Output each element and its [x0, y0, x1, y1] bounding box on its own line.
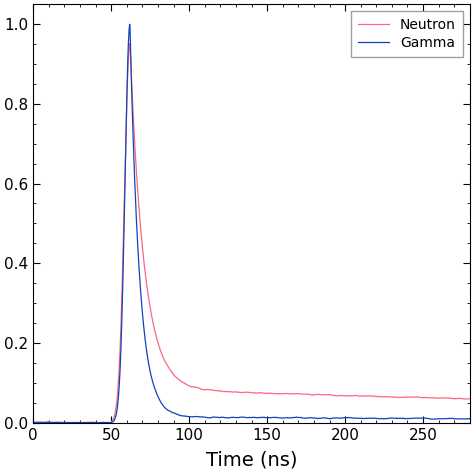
Gamma — [127, 21, 133, 27]
Neutron — [385, 394, 391, 400]
Gamma — [233, 415, 238, 420]
Legend: Neutron, Gamma: Neutron, Gamma — [351, 11, 463, 57]
Neutron — [467, 396, 473, 401]
Gamma — [461, 416, 467, 422]
Neutron — [30, 420, 36, 426]
X-axis label: Time (ns): Time (ns) — [206, 451, 297, 470]
Gamma — [182, 413, 187, 419]
Neutron — [181, 380, 187, 386]
Gamma — [467, 416, 473, 422]
Neutron — [232, 389, 238, 395]
Gamma — [260, 415, 266, 420]
Line: Gamma: Gamma — [33, 24, 470, 423]
Line: Neutron: Neutron — [33, 44, 470, 423]
Neutron — [127, 41, 133, 46]
Gamma — [385, 416, 391, 421]
Gamma — [137, 275, 143, 281]
Neutron — [461, 396, 466, 401]
Gamma — [30, 419, 36, 425]
Neutron — [137, 210, 142, 216]
Neutron — [260, 390, 265, 396]
Gamma — [47, 420, 53, 426]
